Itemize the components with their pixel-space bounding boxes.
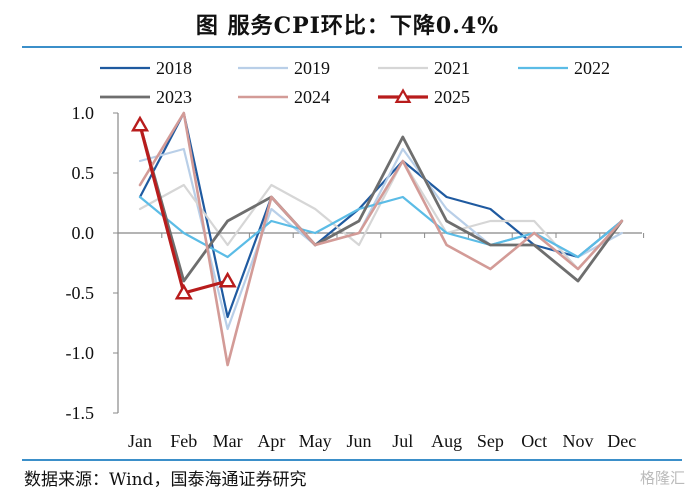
data-point-2025 xyxy=(174,283,193,300)
legend-label-2023: 2023 xyxy=(156,87,192,107)
legend-label-2025: 2025 xyxy=(434,87,470,107)
x-tick-label: Feb xyxy=(170,431,197,451)
x-tick-label: Jan xyxy=(128,431,152,451)
y-tick-label: -0.5 xyxy=(66,283,95,303)
y-tick-label: 0.0 xyxy=(72,223,95,243)
x-tick-label: Mar xyxy=(213,431,243,451)
legend-label-2022: 2022 xyxy=(574,58,610,78)
top-divider xyxy=(22,46,682,48)
data-point-2025 xyxy=(218,271,237,288)
x-tick-label: May xyxy=(299,431,332,451)
x-tick-label: Oct xyxy=(521,431,547,451)
series-line-2024 xyxy=(138,111,624,367)
x-tick-label: Aug xyxy=(431,431,462,451)
watermark-logo: 格隆汇 xyxy=(639,469,685,487)
chart-title: 图 服务CPI环比：下降0.4% xyxy=(195,13,500,39)
legend-marker-2025 xyxy=(394,88,412,103)
y-tick-label: 1.0 xyxy=(72,103,95,123)
legend-label-2024: 2024 xyxy=(294,87,330,107)
bottom-divider xyxy=(22,459,682,461)
y-tick-label: -1.0 xyxy=(66,343,95,363)
data-point-2025 xyxy=(130,115,150,132)
y-tick-label: 0.5 xyxy=(72,163,95,183)
x-tick-label: Nov xyxy=(563,431,594,451)
x-tick-label: Apr xyxy=(257,431,285,451)
y-tick-label: -1.5 xyxy=(66,403,95,423)
x-tick-label: Jul xyxy=(392,431,413,451)
x-tick-label: Jun xyxy=(346,431,371,451)
x-tick-label: Sep xyxy=(477,431,504,451)
legend-label-2018: 2018 xyxy=(156,58,192,78)
series-line-2023 xyxy=(138,123,624,283)
legend-label-2019: 2019 xyxy=(294,58,330,78)
x-tick-label: Dec xyxy=(607,431,636,451)
series-line-2022 xyxy=(138,195,623,259)
legend-label-2021: 2021 xyxy=(434,58,470,78)
source-note: 数据来源：Wind，国泰海通证券研究 xyxy=(24,470,307,490)
